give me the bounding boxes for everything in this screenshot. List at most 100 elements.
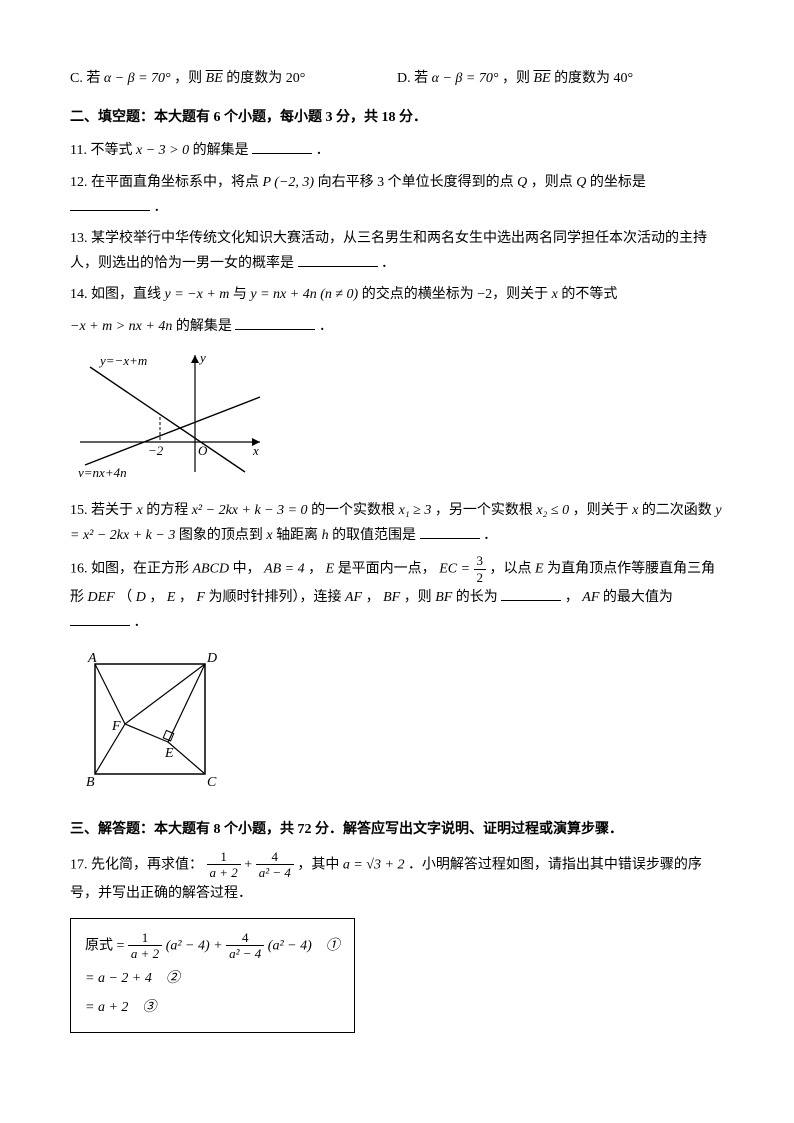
txt: 图象的顶点到 [179, 528, 263, 543]
den: a² − 4 [256, 865, 294, 881]
expr: α − β = 70° [432, 71, 499, 86]
expr: x₂ ≤ 0 [536, 503, 569, 518]
blank [70, 196, 150, 211]
expr: AF [582, 590, 599, 605]
label: x [252, 443, 259, 458]
txt: ，则 [502, 71, 530, 86]
txt: 的解集是 [193, 143, 249, 158]
expr: x² − 2kx + k − 3 = 0 [192, 503, 308, 518]
den: a + 2 [207, 865, 241, 881]
figure-q14: y=−x+m y=nx+4n y x O −2 [70, 347, 724, 486]
expr: E [167, 590, 176, 605]
options-cd: C. 若 α − β = 70° ，则 BE 的度数为 20° D. 若 α −… [70, 66, 724, 91]
lblD: D [206, 651, 217, 666]
txt: 12. 在平面直角坐标系中，将点 [70, 175, 259, 190]
txt: ，以点 [490, 562, 532, 577]
expr: y = −x + m [165, 287, 230, 302]
expr: EC = [439, 562, 470, 577]
lblF: F [111, 719, 121, 734]
txt: C. 若 [70, 71, 100, 86]
expr: −x + m > nx + 4n [70, 319, 172, 334]
fraction: 4 a² − 4 [226, 931, 264, 962]
q11: 11. 不等式 x − 3 > 0 的解集是 ． [70, 138, 724, 163]
num: 4 [256, 850, 294, 865]
txt: 的最大值为 [603, 590, 673, 605]
txt: 与 [233, 287, 247, 302]
num: 4 [226, 931, 264, 946]
txt: 14. 如图，直线 [70, 287, 161, 302]
txt: 向右平移 3 个单位长度得到的点 [318, 175, 514, 190]
section-3-heading: 三、解答题：本大题有 8 个小题，共 72 分．解答应写出文字说明、证明过程或演… [70, 817, 724, 842]
txt: 中， [233, 562, 261, 577]
fraction: 4 a² − 4 [256, 850, 294, 881]
expr: BF [383, 590, 400, 605]
txt: 为顺时针排列），连接 [208, 590, 341, 605]
txt: 的取值范围是 [332, 528, 416, 543]
txt: ， [366, 590, 380, 605]
expr: x₁ ≥ 3 [399, 503, 432, 518]
box-line-3: = a + 2 ③ [85, 995, 340, 1020]
txt: ． [134, 615, 148, 630]
txt: 的度数为 40° [554, 71, 633, 86]
lblC: C [207, 775, 217, 790]
q12: 12. 在平面直角坐标系中，将点 P (−2, 3) 向右平移 3 个单位长度得… [70, 170, 724, 220]
txt: 的坐标是 [590, 175, 646, 190]
txt: 的一个实数根 [311, 503, 395, 518]
txt: 轴距离 [276, 528, 318, 543]
arc-be: BE [206, 71, 223, 86]
blank [501, 586, 561, 601]
expr: x [552, 287, 558, 302]
txt: ． [319, 319, 333, 334]
label: −2 [148, 443, 164, 458]
q14: 14. 如图，直线 y = −x + m 与 y = nx + 4n (n ≠ … [70, 282, 724, 307]
expr: D [136, 590, 146, 605]
expr: x [266, 528, 272, 543]
option-c: C. 若 α − β = 70° ，则 BE 的度数为 20° [70, 66, 397, 91]
expr: F [196, 590, 205, 605]
solution-box: 原式 = 1 a + 2 (a² − 4) + 4 a² − 4 (a² − 4… [70, 918, 355, 1033]
expr: (a² − 4) + [166, 939, 226, 954]
expr: x [632, 503, 638, 518]
txt: ，则关于 [573, 503, 629, 518]
expr: E [535, 562, 544, 577]
txt: ， [308, 562, 322, 577]
txt: ，则点 [531, 175, 573, 190]
txt: 原式 = [85, 939, 128, 954]
expr: Q [576, 175, 586, 190]
txt: （ [118, 590, 132, 605]
q15: 15. 若关于 x 的方程 x² − 2kx + k − 3 = 0 的一个实数… [70, 498, 724, 548]
txt: ， [179, 590, 193, 605]
txt: 的长为 [456, 590, 498, 605]
expr: AB = 4 [264, 562, 305, 577]
expr: x − 3 > 0 [136, 143, 189, 158]
txt: ，其中 [297, 858, 339, 873]
txt: 的解集是 [176, 319, 232, 334]
den: 2 [474, 570, 487, 586]
label: O [198, 443, 208, 458]
option-d: D. 若 α − β = 70° ，则 BE 的度数为 40° [397, 66, 724, 91]
expr: E [326, 562, 335, 577]
expr: y = nx + 4n (n ≠ 0) [250, 287, 358, 302]
blank [235, 315, 315, 330]
expr: Q [517, 175, 527, 190]
expr: P (−2, 3) [263, 175, 315, 190]
num: 3 [474, 554, 487, 569]
expr: AF [345, 590, 362, 605]
lblA: A [87, 651, 97, 666]
txt: 的二次函数 [642, 503, 712, 518]
fraction: 1 a + 2 [128, 931, 162, 962]
txt: ， [565, 590, 579, 605]
txt: 的不等式 [561, 287, 617, 302]
txt: + [244, 858, 255, 873]
q13: 13. 某学校举行中华传统文化知识大赛活动，从三名男生和两名女生中选出两名同学担… [70, 226, 724, 276]
num: 1 [207, 850, 241, 865]
expr: h [322, 528, 329, 543]
txt: 是平面内一点， [338, 562, 436, 577]
expr: ABCD [193, 562, 230, 577]
txt: 的交点的横坐标为 −2，则关于 [362, 287, 548, 302]
txt: 的度数为 20° [226, 71, 305, 86]
lblE: E [164, 746, 174, 761]
den: a + 2 [128, 946, 162, 962]
section-2-heading: 二、填空题：本大题有 6 个小题，每小题 3 分，共 18 分． [70, 105, 724, 130]
arc-be: BE [533, 71, 550, 86]
